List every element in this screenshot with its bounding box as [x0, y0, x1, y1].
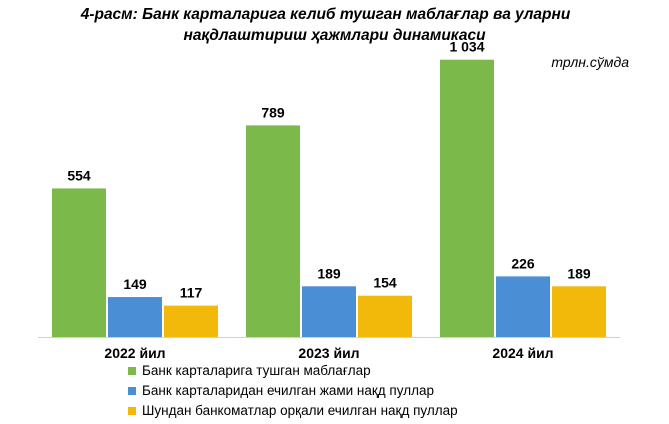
- data-label-series-3-1: 117: [180, 285, 203, 301]
- legend-item-series-3: Шундан банкоматлар орқали ечилган нақд п…: [128, 401, 458, 421]
- legend-swatch-series-2: [128, 387, 136, 395]
- bar-series-1-2: [246, 125, 300, 338]
- legend-label-series-2: Банк карталаридан ечилган жами нақд пулл…: [142, 383, 434, 398]
- data-label-series-3-2: 154: [373, 275, 397, 291]
- chart-title-line-1: 4-расм: Банк карталарига келиб тушган ма…: [80, 6, 571, 23]
- x-tick-label-3: 2024 йил: [492, 345, 553, 361]
- bar-series-2-3: [496, 276, 550, 337]
- bar-series-3-1: [164, 305, 218, 337]
- x-tick-label-2: 2023 йил: [298, 345, 359, 361]
- x-tick-label-1: 2022 йил: [104, 345, 165, 361]
- chart-title: 4-расм: Банк карталарига келиб тушган ма…: [0, 4, 669, 46]
- data-label-series-3-3: 189: [567, 265, 591, 281]
- data-label-series-1-2: 789: [261, 104, 285, 120]
- legend-swatch-series-1: [128, 367, 136, 375]
- chart-legend: Банк карталарига тушган маблағлар Банк к…: [128, 361, 458, 421]
- data-label-series-2-2: 189: [317, 265, 341, 281]
- bar-series-3-2: [358, 295, 412, 337]
- bar-series-3-3: [552, 286, 606, 337]
- chart-title-line-2: нақдлаштириш ҳажмлари динамикаси: [183, 27, 486, 44]
- bar-series-1-3: [440, 59, 494, 337]
- data-label-series-1-3: 1 034: [449, 39, 484, 55]
- data-label-series-2-1: 149: [123, 276, 147, 292]
- legend-item-series-1: Банк карталарига тушган маблағлар: [128, 361, 458, 381]
- bar-series-1-1: [52, 188, 106, 337]
- legend-swatch-series-3: [128, 407, 136, 415]
- legend-item-series-2: Банк карталаридан ечилган жами нақд пулл…: [128, 381, 458, 401]
- legend-label-series-1: Банк карталарига тушган маблағлар: [142, 363, 371, 378]
- legend-label-series-3: Шундан банкоматлар орқали ечилган нақд п…: [142, 403, 458, 418]
- unit-label: трлн.сўмда: [551, 54, 629, 70]
- data-label-series-2-3: 226: [511, 255, 535, 271]
- data-label-series-1-1: 554: [67, 167, 91, 183]
- bar-series-2-2: [302, 286, 356, 337]
- bar-series-2-1: [108, 297, 162, 337]
